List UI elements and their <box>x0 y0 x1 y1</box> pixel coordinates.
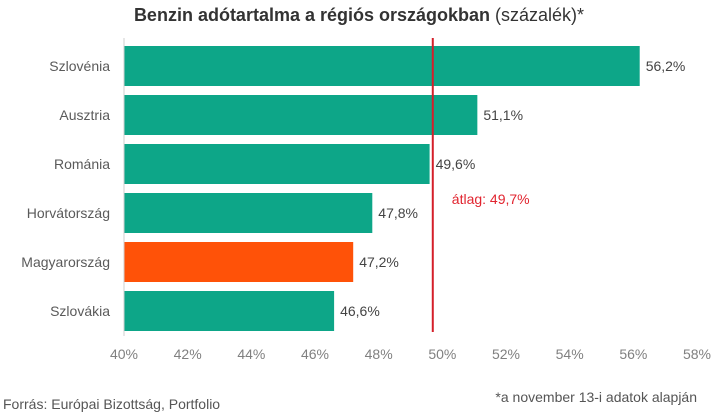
category-label: Magyarország <box>21 254 110 270</box>
value-label: 51,1% <box>483 107 523 123</box>
bar <box>124 144 430 184</box>
x-tick-label: 54% <box>556 346 584 362</box>
source-note: Forrás: Európai Bizottság, Portfolio <box>3 396 221 412</box>
category-label: Szlovákia <box>50 303 110 319</box>
bar <box>124 291 335 331</box>
x-axis: 40% 42% 44% 46% 48% 50% 52% 54% 56% 58% <box>110 346 711 362</box>
x-tick-label: 40% <box>110 346 138 362</box>
x-tick-label: 42% <box>174 346 202 362</box>
footnote: *a november 13-i adatok alapján <box>495 389 697 405</box>
bar <box>124 95 478 135</box>
value-label: 56,2% <box>646 58 686 74</box>
bars-layer <box>124 46 640 331</box>
bar <box>124 242 354 282</box>
x-tick-label: 52% <box>492 346 520 362</box>
chart-title-suffix: (százalék)* <box>490 5 585 25</box>
x-tick-label: 46% <box>301 346 329 362</box>
value-labels-layer: 56,2% 51,1% 49,6% 47,8% 47,2% 46,6% <box>340 58 685 319</box>
category-label: Horvátország <box>27 205 110 221</box>
bar <box>124 193 373 233</box>
category-labels-layer: Szlovénia Ausztria Románia Horvátország Magy… <box>21 58 110 319</box>
x-tick-label: 44% <box>237 346 265 362</box>
category-label: Románia <box>54 156 110 172</box>
value-label: 46,6% <box>340 303 380 319</box>
chart-title-main: Benzin adótartalma a régiós országokban <box>133 5 491 25</box>
category-label: Ausztria <box>59 107 110 123</box>
x-tick-label: 50% <box>428 346 456 362</box>
x-tick-label: 56% <box>619 346 647 362</box>
value-label: 49,6% <box>436 156 476 172</box>
x-tick-label: 48% <box>365 346 393 362</box>
chart-title: Benzin adótartalma a régiós országokban … <box>0 5 718 26</box>
value-label: 47,2% <box>359 254 399 270</box>
bar <box>124 46 640 86</box>
x-tick-label: 58% <box>683 346 711 362</box>
category-label: Szlovénia <box>49 58 110 74</box>
average-reference-label: átlag: 49,7% <box>452 191 530 207</box>
value-label: 47,8% <box>378 205 418 221</box>
